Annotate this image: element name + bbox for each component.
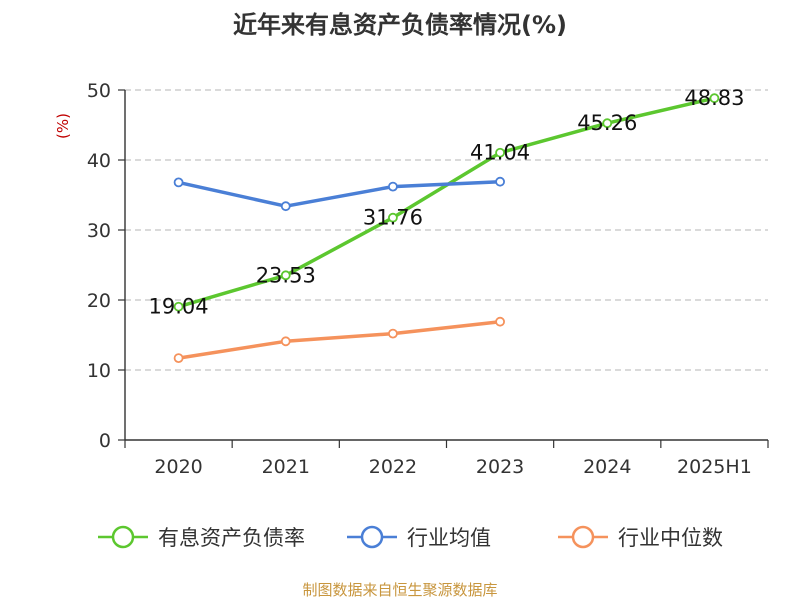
y-tick-label-10: 10 [87, 360, 111, 382]
series-0-point-2020[interactable] [173, 301, 184, 312]
series-0-point-2024[interactable] [602, 118, 613, 129]
legend-item-1[interactable]: 行业均值 [347, 525, 491, 550]
series-1-point-2022[interactable] [388, 181, 398, 192]
data-label-2021: 23.53 [256, 263, 316, 287]
data-label-2022: 31.76 [363, 206, 423, 230]
series-2-point-2022[interactable] [388, 328, 398, 339]
series-group [173, 93, 720, 364]
series-0-point-2025H1[interactable] [709, 93, 720, 104]
x-tick-label-2022: 2022 [369, 456, 417, 478]
legend-item-2[interactable]: 行业中位数 [558, 525, 723, 550]
series-1-point-2021[interactable] [280, 201, 291, 212]
series-0-point-2023[interactable] [495, 147, 505, 158]
series-line-2 [178, 319, 501, 360]
data-label-2024: 45.26 [577, 111, 637, 135]
y-unit-label: (%) [54, 113, 72, 139]
series-2-point-2023[interactable] [495, 316, 505, 327]
x-tick-label-2024: 2024 [583, 456, 631, 478]
series-2-point-2020[interactable] [173, 353, 184, 364]
series-1-point-2023[interactable] [495, 176, 505, 187]
legend-label-1: 行业均值 [407, 526, 491, 550]
data-labels: 19.04 23.53 31.76 41.04 45.26 48.83 [149, 86, 745, 319]
y-tick-label-0: 0 [99, 430, 111, 452]
data-label-2025H1: 48.83 [684, 86, 744, 110]
x-tick-label-2020: 2020 [154, 456, 202, 478]
series-0-point-2021[interactable] [280, 270, 291, 281]
y-tick-label-30: 30 [87, 220, 111, 242]
legend-item-0[interactable]: 有息资产负债率 [98, 525, 305, 550]
series-1-point-2020[interactable] [173, 177, 184, 188]
legend-label-2: 行业中位数 [618, 526, 723, 550]
series-line-1 [178, 179, 501, 208]
y-tick-label-20: 20 [87, 290, 111, 312]
x-tick-label-2025H1: 2025H1 [677, 456, 752, 478]
series-2-point-2021[interactable] [280, 336, 291, 347]
legend-marker-2 [571, 525, 595, 549]
axes: 0 10 20 30 40 50 2020 2021 2022 2023 2024 2025H1 [87, 80, 769, 478]
y-tick-label-40: 40 [87, 150, 111, 172]
x-tick-label-2021: 2021 [262, 456, 310, 478]
grid-lines [125, 89, 768, 371]
data-label-2023: 41.04 [470, 141, 530, 165]
legend-marker-1 [360, 525, 384, 549]
data-label-2020: 19.04 [149, 295, 209, 319]
legend[interactable]: 有息资产负债率 行业均值 行业中位数 [98, 525, 723, 550]
y-tick-label-50: 50 [87, 80, 111, 102]
legend-marker-0 [111, 525, 135, 549]
x-tick-label-2023: 2023 [476, 456, 524, 478]
series-0-point-2022[interactable] [388, 212, 398, 223]
legend-label-0: 有息资产负债率 [158, 526, 305, 550]
chart-title: 近年来有息资产负债率情况(%) [233, 11, 567, 39]
source-note: 制图数据来自恒生聚源数据库 [302, 581, 497, 599]
